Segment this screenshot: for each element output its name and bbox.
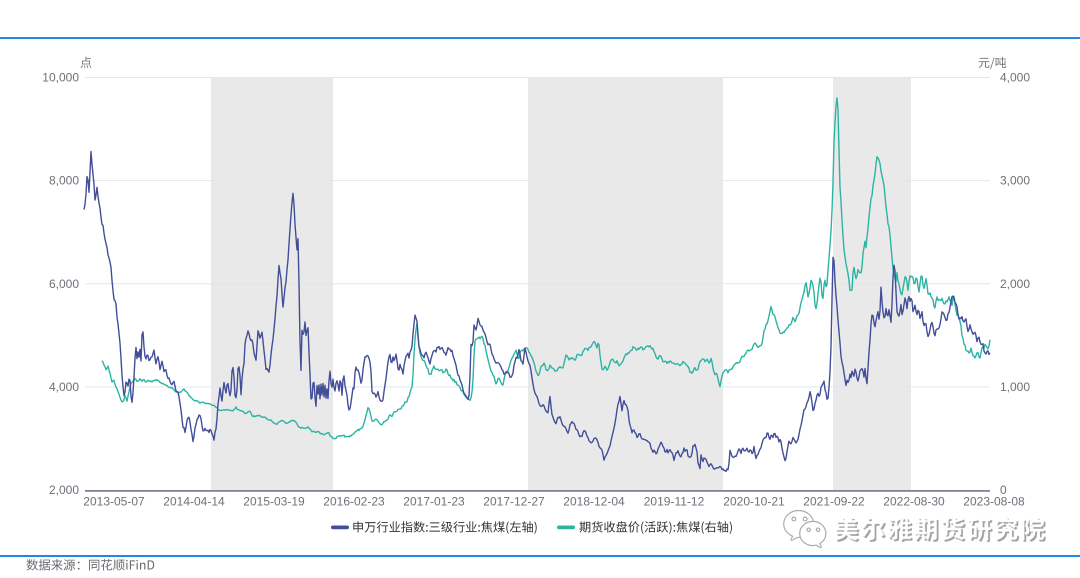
svg-text:2019-11-12: 2019-11-12 xyxy=(644,495,705,509)
svg-text:6,000: 6,000 xyxy=(49,277,79,291)
svg-text:2013-05-07: 2013-05-07 xyxy=(83,495,145,509)
svg-text:2020-10-21: 2020-10-21 xyxy=(723,495,785,509)
svg-text:10,000: 10,000 xyxy=(42,71,79,85)
svg-text:2017-12-27: 2017-12-27 xyxy=(483,495,545,509)
svg-text:2023-08-08: 2023-08-08 xyxy=(963,495,1025,509)
svg-text:2021-09-22: 2021-09-22 xyxy=(803,495,865,509)
svg-text:4,000: 4,000 xyxy=(49,380,79,394)
svg-text:4,000: 4,000 xyxy=(1000,71,1030,85)
svg-text:2,000: 2,000 xyxy=(49,483,79,497)
svg-text:2017-01-23: 2017-01-23 xyxy=(403,495,465,509)
svg-text:2022-08-30: 2022-08-30 xyxy=(883,495,945,509)
svg-text:3,000: 3,000 xyxy=(1000,174,1030,188)
svg-text:2014-04-14: 2014-04-14 xyxy=(163,495,225,509)
svg-text:2016-02-23: 2016-02-23 xyxy=(323,495,385,509)
svg-text:2018-12-04: 2018-12-04 xyxy=(563,495,625,509)
svg-text:0: 0 xyxy=(1000,483,1007,497)
svg-text:1,000: 1,000 xyxy=(1000,380,1030,394)
svg-text:2015-03-19: 2015-03-19 xyxy=(243,495,305,509)
svg-text:8,000: 8,000 xyxy=(49,174,79,188)
svg-text:2,000: 2,000 xyxy=(1000,277,1030,291)
